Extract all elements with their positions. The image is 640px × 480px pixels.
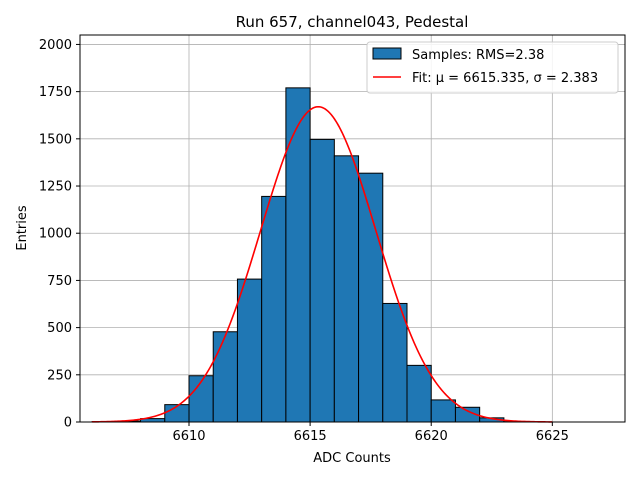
y-tick-label: 0 bbox=[64, 416, 72, 431]
y-tick-label: 2000 bbox=[39, 38, 72, 53]
y-tick-label: 1000 bbox=[39, 227, 72, 242]
histogram-bar bbox=[164, 404, 190, 423]
histogram-bar bbox=[406, 364, 432, 423]
legend: Samples: RMS=2.38 Fit: μ = 6615.335, σ =… bbox=[366, 41, 619, 94]
y-tick-label: 1750 bbox=[39, 85, 72, 100]
legend-samples-swatch bbox=[372, 47, 402, 60]
y-tick-label: 750 bbox=[47, 274, 72, 289]
gaussian-fit-curve bbox=[92, 105, 553, 423]
histogram-bar bbox=[236, 278, 263, 423]
histogram-bar bbox=[188, 375, 214, 423]
chart-title: Run 657, channel043, Pedestal bbox=[236, 13, 469, 31]
x-axis-ticks: 6610 6615 6620 6625 bbox=[172, 422, 569, 444]
histogram-bar bbox=[382, 302, 408, 423]
x-tick-label: 6615 bbox=[294, 429, 327, 444]
x-tick-label: 6625 bbox=[536, 429, 569, 444]
legend-fit-label: Fit: μ = 6615.335, σ = 2.383 bbox=[412, 71, 598, 86]
plot-frame bbox=[79, 34, 626, 423]
y-tick-label: 500 bbox=[47, 321, 72, 336]
y-axis-ticks: 0 250 500 750 1000 1250 1500 1750 2000 bbox=[39, 38, 80, 431]
legend-samples-label: Samples: RMS=2.38 bbox=[412, 48, 544, 63]
y-tick-label: 1250 bbox=[39, 180, 72, 195]
x-axis-label: ADC Counts bbox=[313, 451, 391, 466]
legend-box bbox=[366, 41, 619, 94]
histogram-bar bbox=[333, 155, 360, 423]
y-tick-label: 1500 bbox=[39, 132, 72, 147]
histogram-bar bbox=[212, 331, 238, 423]
y-tick-label: 250 bbox=[47, 368, 72, 383]
x-tick-label: 6610 bbox=[172, 429, 205, 444]
x-tick-label: 6620 bbox=[415, 429, 448, 444]
histogram-bar bbox=[430, 399, 456, 423]
histogram-bar bbox=[309, 138, 335, 423]
y-axis-label: Entries bbox=[15, 205, 30, 251]
histogram-bar bbox=[285, 87, 311, 423]
histogram-bar bbox=[358, 172, 384, 423]
histogram-bar bbox=[261, 195, 287, 423]
